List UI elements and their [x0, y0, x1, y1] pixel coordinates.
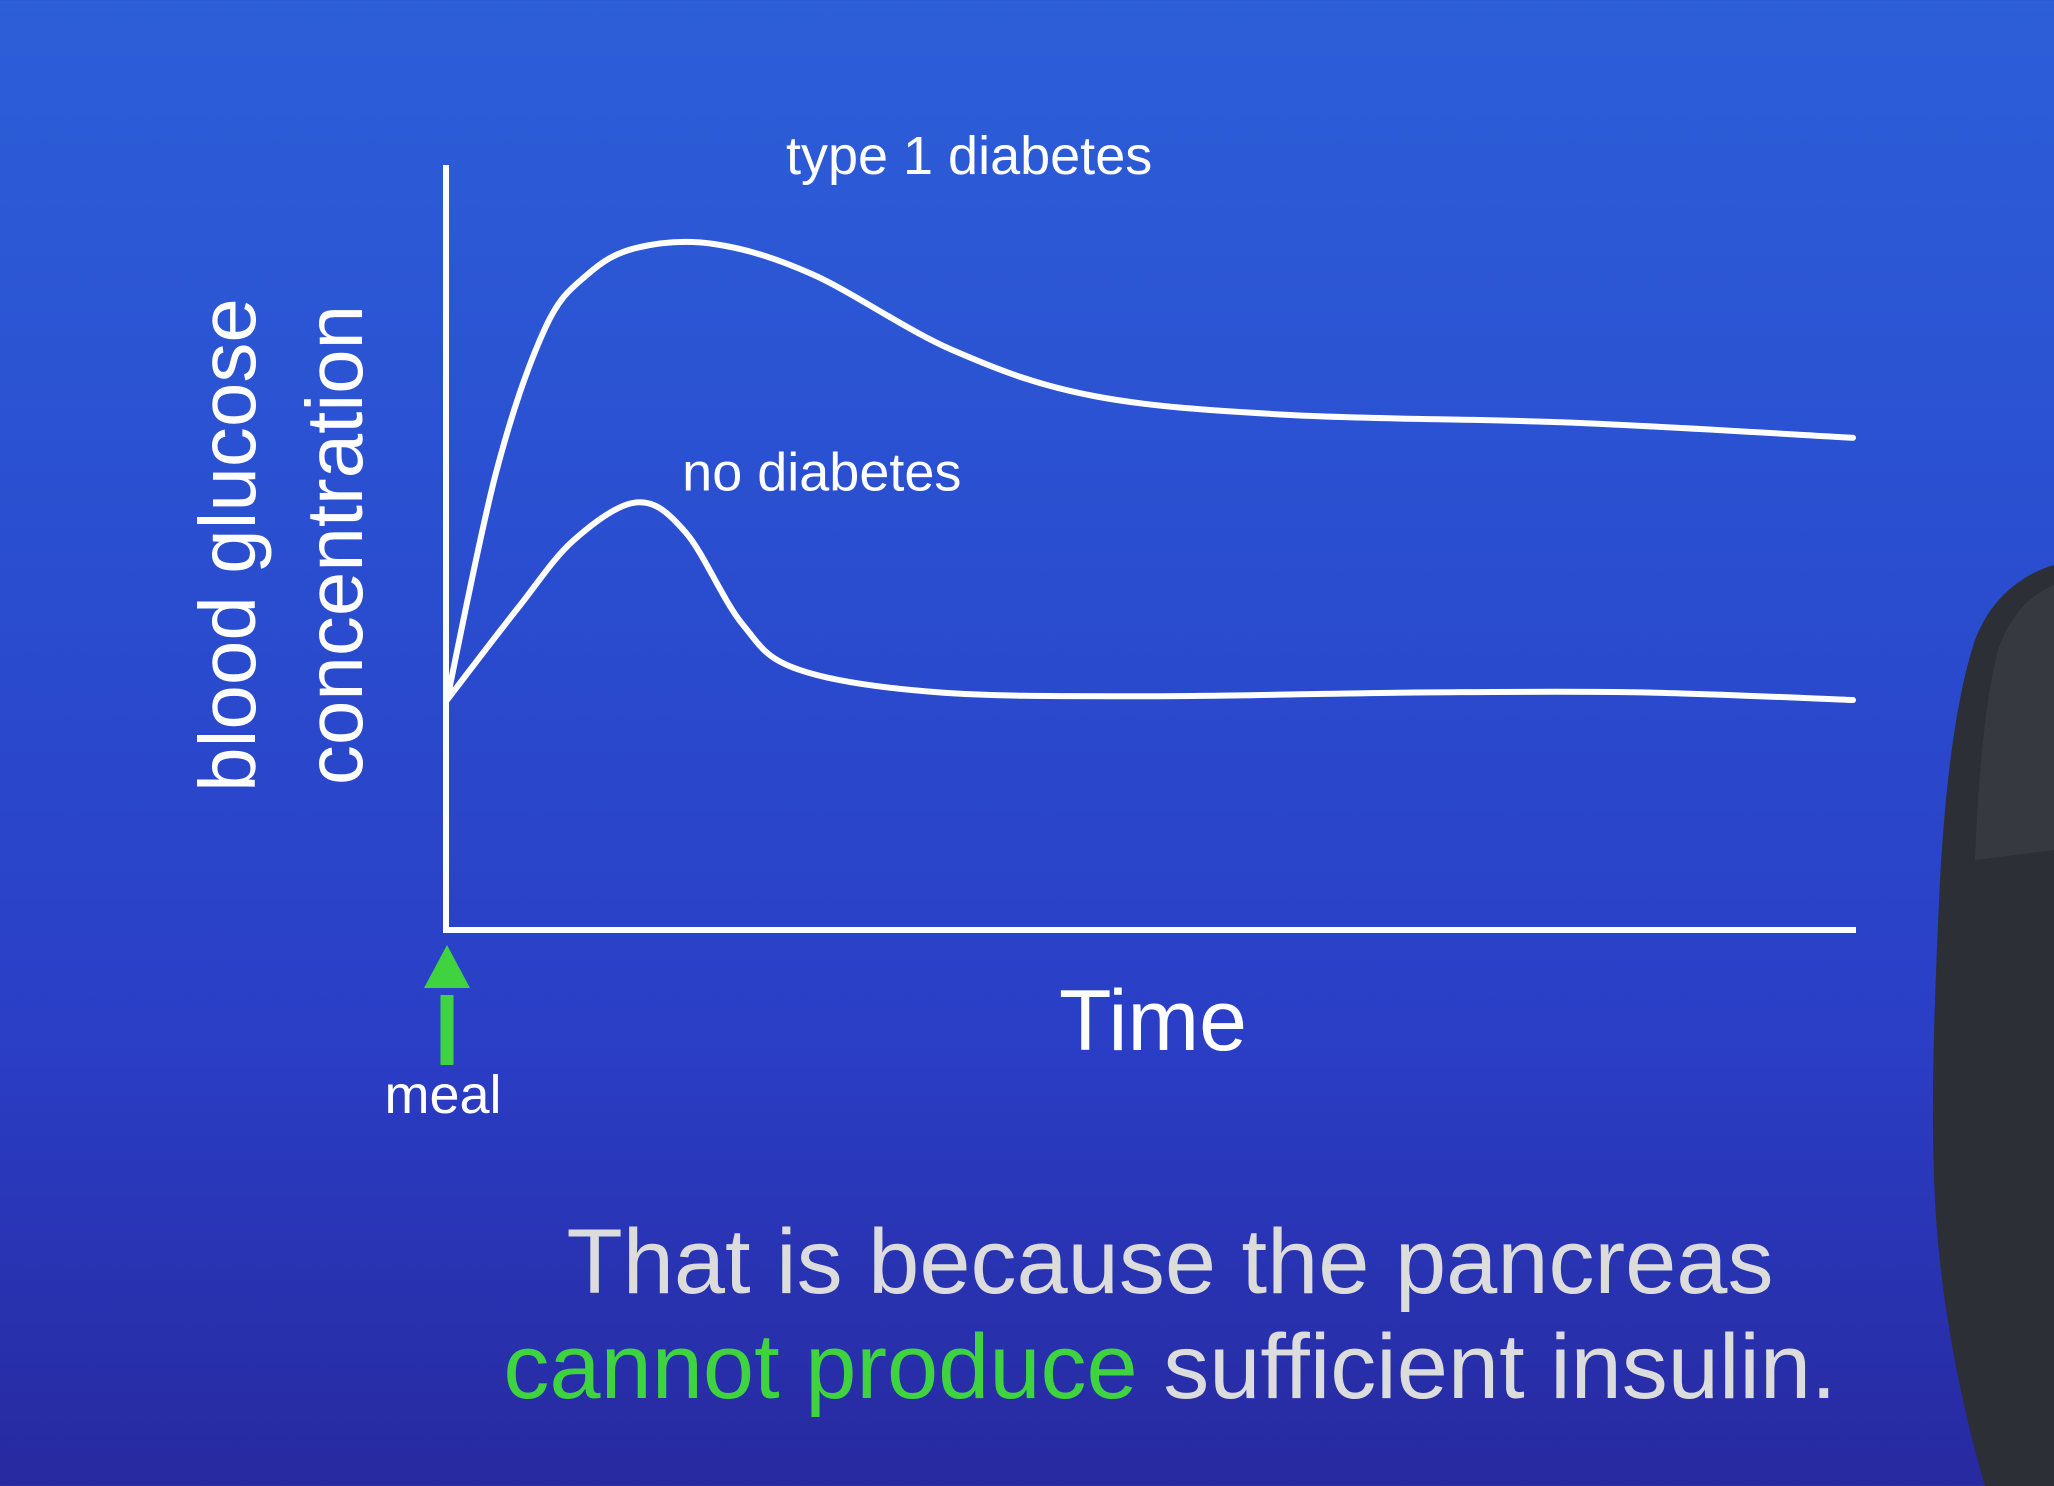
caption-rest: sufficient insulin.	[1137, 1316, 1837, 1418]
y-axis-label-line-2: concentration	[290, 305, 379, 785]
series-line-type-1-diabetes	[444, 238, 1856, 703]
caption-highlight: cannot produce	[503, 1316, 1138, 1418]
y-axis-label-line-1: blood glucose	[183, 298, 272, 792]
meal-arrow-icon	[424, 945, 470, 1065]
caption-line-1: That is because the pancreas	[566, 1211, 1774, 1313]
series-label-type-1-diabetes: type 1 diabetes	[786, 126, 1152, 186]
series-label-no-diabetes: no diabetes	[682, 442, 961, 502]
caption-line-2: cannot produce sufficient insulin.	[0, 1315, 2054, 1420]
meal-label: meal	[384, 1065, 501, 1125]
x-axis-label: Time	[1059, 973, 1247, 1069]
series-line-no-diabetes	[444, 499, 1856, 703]
presenter-silhouette	[1932, 565, 2054, 1486]
